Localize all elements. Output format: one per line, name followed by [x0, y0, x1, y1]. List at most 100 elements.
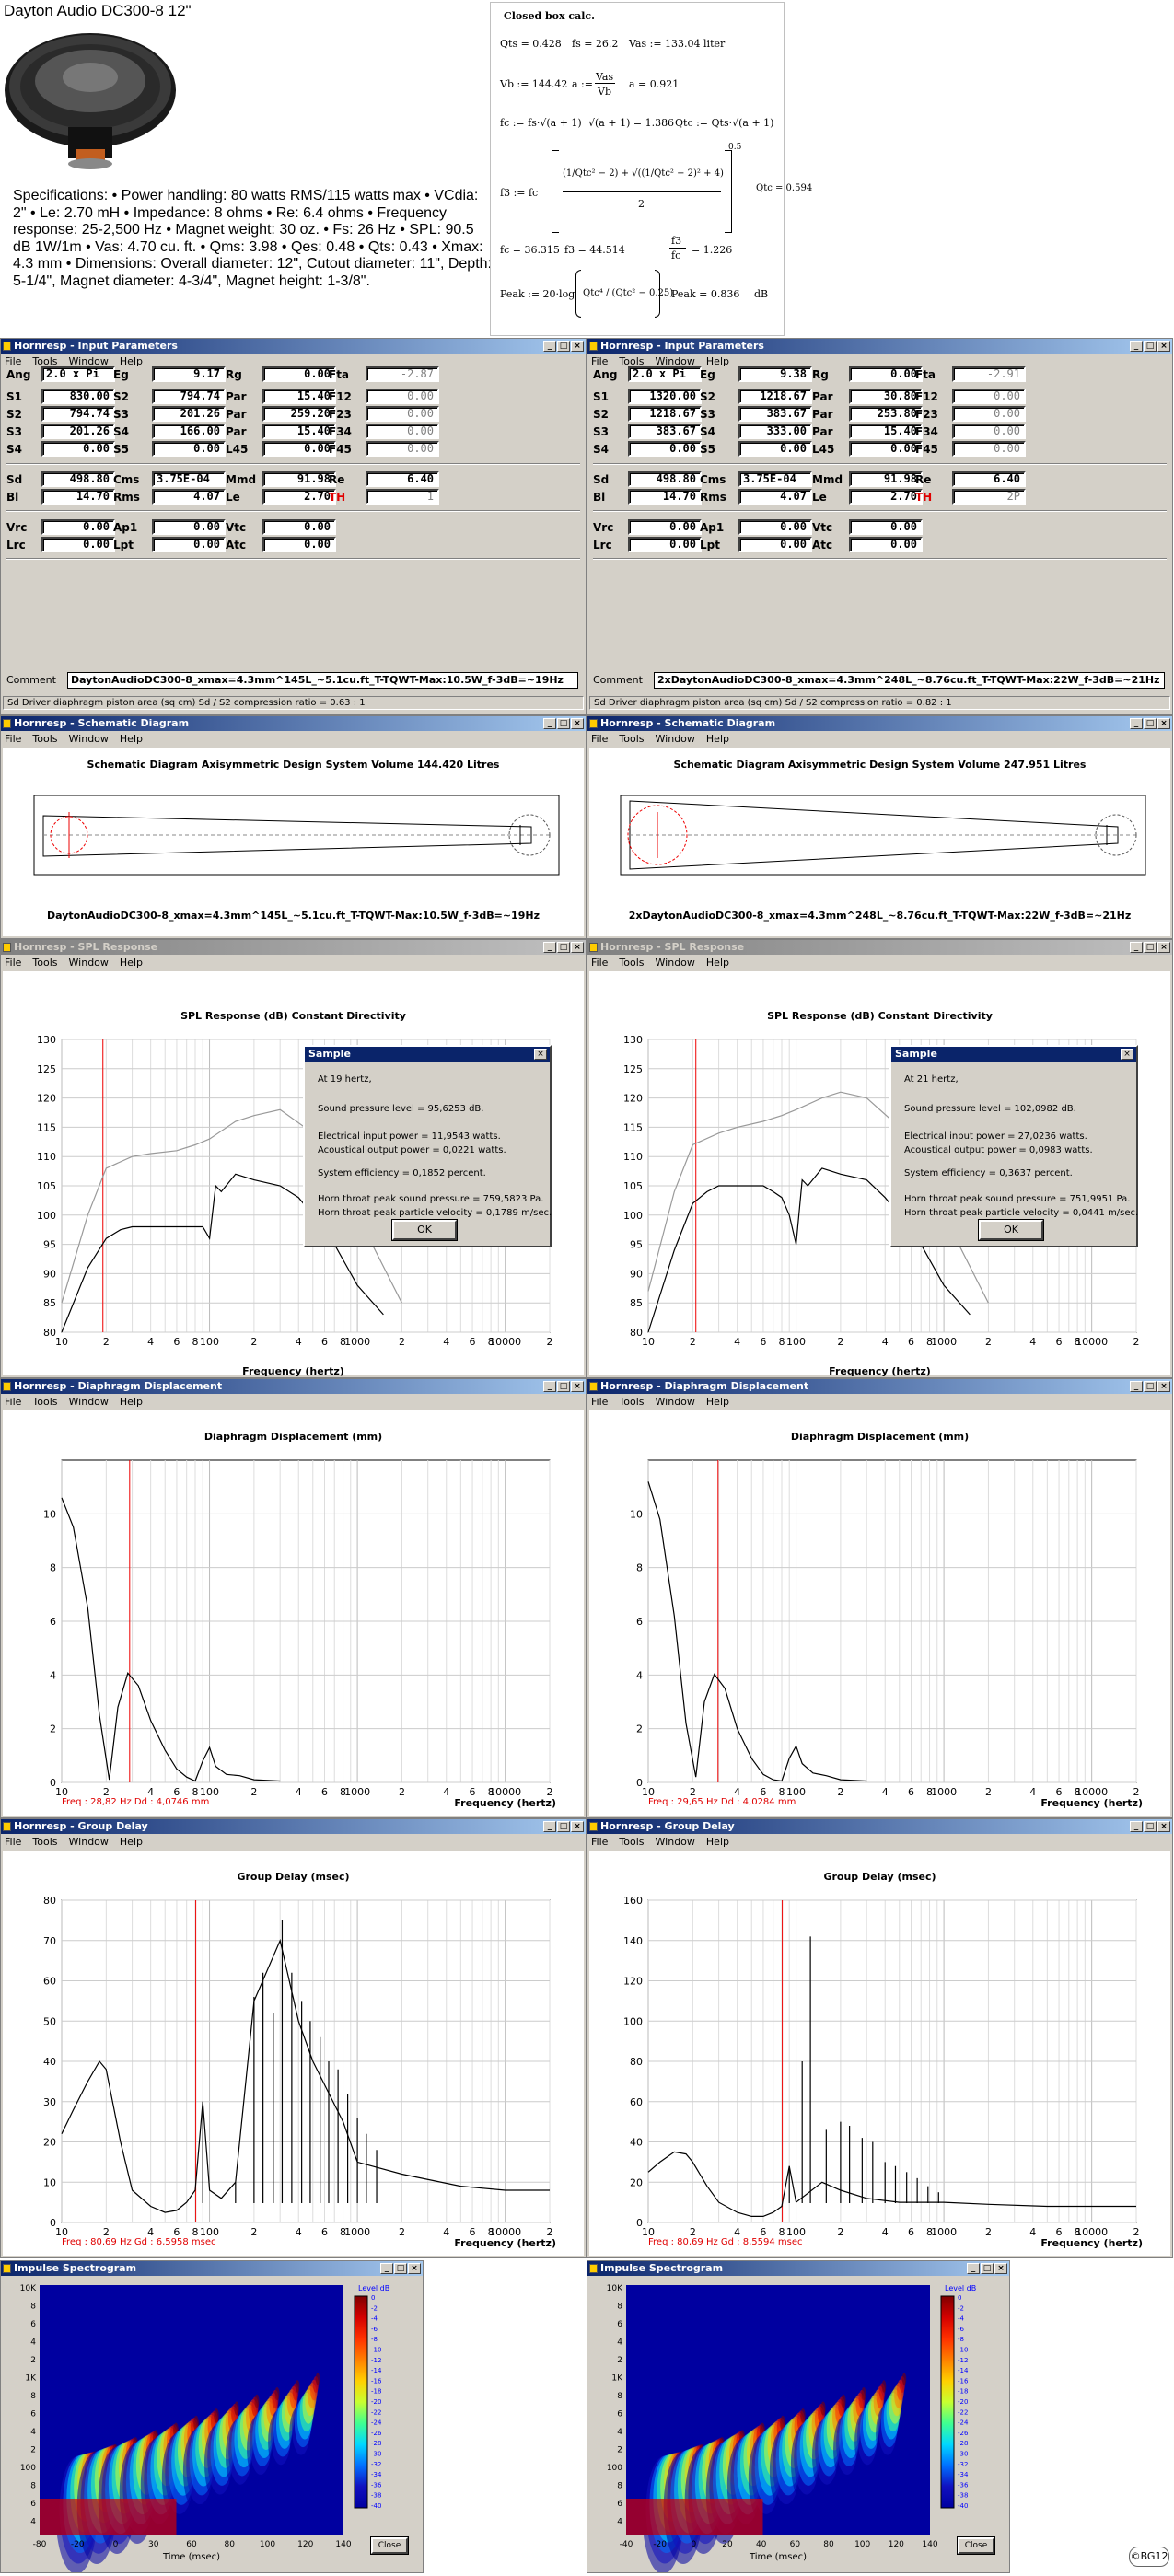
param-field[interactable]: 0.00	[738, 537, 812, 552]
param-field[interactable]: 0.00	[738, 519, 812, 535]
param-field[interactable]: 15.40	[262, 424, 336, 439]
maximize-button[interactable]: □	[394, 2263, 407, 2274]
maximize-button[interactable]: □	[1144, 341, 1157, 352]
close-button[interactable]: ×	[571, 1381, 584, 1392]
close-button[interactable]: ×	[571, 942, 584, 953]
param-field[interactable]: 15.40	[849, 424, 923, 439]
menu-item[interactable]: Help	[119, 1396, 143, 1408]
param-field[interactable]: 794.74	[41, 406, 115, 422]
param-field[interactable]: -2.87	[366, 366, 439, 382]
maximize-button[interactable]: □	[557, 718, 570, 729]
window-titlebar[interactable]: Hornresp - SPL Response _ □ ×	[1, 940, 586, 955]
menu-item[interactable]: Tools	[32, 733, 58, 745]
comment-field[interactable]: 2xDaytonAudioDC300-8_xmax=4.3mm^248L_~8.…	[654, 672, 1165, 689]
menu-item[interactable]: Tools	[619, 355, 645, 367]
param-field[interactable]: 1320.00	[628, 389, 702, 404]
close-button[interactable]: ×	[1157, 942, 1170, 953]
menu-item[interactable]: Help	[705, 733, 729, 745]
menu-item[interactable]: Tools	[32, 1836, 58, 1848]
param-field[interactable]: 1218.67	[738, 389, 812, 404]
maximize-button[interactable]: □	[557, 341, 570, 352]
param-field[interactable]: 383.67	[628, 424, 702, 439]
param-field[interactable]: 9.17	[152, 366, 226, 382]
param-field[interactable]: 1	[366, 489, 439, 505]
maximize-button[interactable]: □	[557, 942, 570, 953]
window-titlebar[interactable]: Hornresp - Input Parameters _ □ ×	[1, 339, 586, 354]
dialog-close-button[interactable]: ×	[1121, 1049, 1133, 1060]
comment-field[interactable]: DaytonAudioDC300-8_xmax=4.3mm^145L_~5.1c…	[67, 672, 578, 689]
param-field[interactable]: 2P	[952, 489, 1026, 505]
minimize-button[interactable]: _	[967, 2263, 980, 2274]
minimize-button[interactable]: _	[1130, 1821, 1143, 1832]
menu-item[interactable]: File	[5, 1396, 22, 1408]
menu-item[interactable]: File	[591, 1396, 609, 1408]
menu-item[interactable]: Help	[705, 957, 729, 969]
close-button[interactable]: ×	[571, 718, 584, 729]
param-field[interactable]: 14.70	[41, 489, 115, 505]
dialog-title[interactable]: Sample	[891, 1047, 1136, 1062]
close-button[interactable]: ×	[1157, 718, 1170, 729]
window-titlebar[interactable]: Hornresp - Diaphragm Displacement _ □ ×	[587, 1379, 1172, 1394]
param-field[interactable]: 253.80	[849, 406, 923, 422]
param-field[interactable]: 794.74	[152, 389, 226, 404]
maximize-button[interactable]: □	[557, 1381, 570, 1392]
param-field[interactable]: 498.80	[41, 471, 115, 487]
menu-item[interactable]: Help	[705, 355, 729, 367]
menu-item[interactable]: Window	[68, 733, 109, 745]
menu-item[interactable]: File	[5, 1836, 22, 1848]
menu-item[interactable]: Tools	[32, 957, 58, 969]
menu-item[interactable]: Help	[705, 1396, 729, 1408]
minimize-button[interactable]: _	[543, 942, 556, 953]
window-titlebar[interactable]: Hornresp - Diaphragm Displacement _ □ ×	[1, 1379, 586, 1394]
param-field[interactable]: 0.00	[628, 441, 702, 457]
param-field[interactable]: 166.00	[152, 424, 226, 439]
close-button[interactable]: ×	[408, 2263, 421, 2274]
close-button[interactable]: Close	[370, 2536, 409, 2555]
param-field[interactable]: 0.00	[366, 424, 439, 439]
maximize-button[interactable]: □	[981, 2263, 994, 2274]
param-field[interactable]: 2.0 x Pi	[628, 366, 702, 382]
window-titlebar[interactable]: Hornresp - Group Delay _ □ ×	[587, 1819, 1172, 1834]
param-field[interactable]: 4.07	[738, 489, 812, 505]
param-field[interactable]: 0.00	[41, 441, 115, 457]
close-button[interactable]: ×	[1157, 1381, 1170, 1392]
param-field[interactable]: 3.75E-04	[152, 471, 226, 487]
param-field[interactable]: 15.40	[262, 389, 336, 404]
param-field[interactable]: 333.00	[738, 424, 812, 439]
param-field[interactable]: 0.00	[262, 537, 336, 552]
param-field[interactable]: 4.07	[152, 489, 226, 505]
menu-item[interactable]: Tools	[619, 1836, 645, 1848]
param-field[interactable]: 0.00	[366, 441, 439, 457]
minimize-button[interactable]: _	[543, 341, 556, 352]
close-button[interactable]: ×	[1157, 341, 1170, 352]
dialog-close-button[interactable]: ×	[534, 1049, 547, 1060]
window-titlebar[interactable]: Hornresp - Group Delay _ □ ×	[1, 1819, 586, 1834]
ok-button[interactable]: OK	[978, 1219, 1044, 1241]
param-field[interactable]: 0.00	[628, 537, 702, 552]
param-field[interactable]: 9.38	[738, 366, 812, 382]
param-field[interactable]: 0.00	[152, 519, 226, 535]
param-field[interactable]: 0.00	[952, 389, 1026, 404]
param-field[interactable]: 0.00	[262, 441, 336, 457]
param-field[interactable]: 0.00	[849, 366, 923, 382]
menu-item[interactable]: Tools	[32, 1396, 58, 1408]
menu-item[interactable]: File	[591, 1836, 609, 1848]
menu-item[interactable]: Window	[655, 1836, 695, 1848]
menu-item[interactable]: Tools	[619, 1396, 645, 1408]
param-field[interactable]: 0.00	[738, 441, 812, 457]
param-field[interactable]: 0.00	[262, 366, 336, 382]
param-field[interactable]: 1218.67	[628, 406, 702, 422]
close-button[interactable]: ×	[994, 2263, 1007, 2274]
param-field[interactable]: 2.0 x Pi	[41, 366, 115, 382]
close-button[interactable]: Close	[957, 2536, 995, 2555]
close-button[interactable]: ×	[571, 1821, 584, 1832]
minimize-button[interactable]: _	[543, 1381, 556, 1392]
window-titlebar[interactable]: Impulse Spectrogram _ □ ×	[587, 2261, 1009, 2276]
window-titlebar[interactable]: Hornresp - Input Parameters _ □ ×	[587, 339, 1172, 354]
maximize-button[interactable]: □	[1144, 1381, 1157, 1392]
param-field[interactable]: 30.80	[849, 389, 923, 404]
menu-item[interactable]: Help	[119, 355, 143, 367]
param-field[interactable]: 91.98	[849, 471, 923, 487]
param-field[interactable]: 201.26	[152, 406, 226, 422]
param-field[interactable]: 6.40	[366, 471, 439, 487]
